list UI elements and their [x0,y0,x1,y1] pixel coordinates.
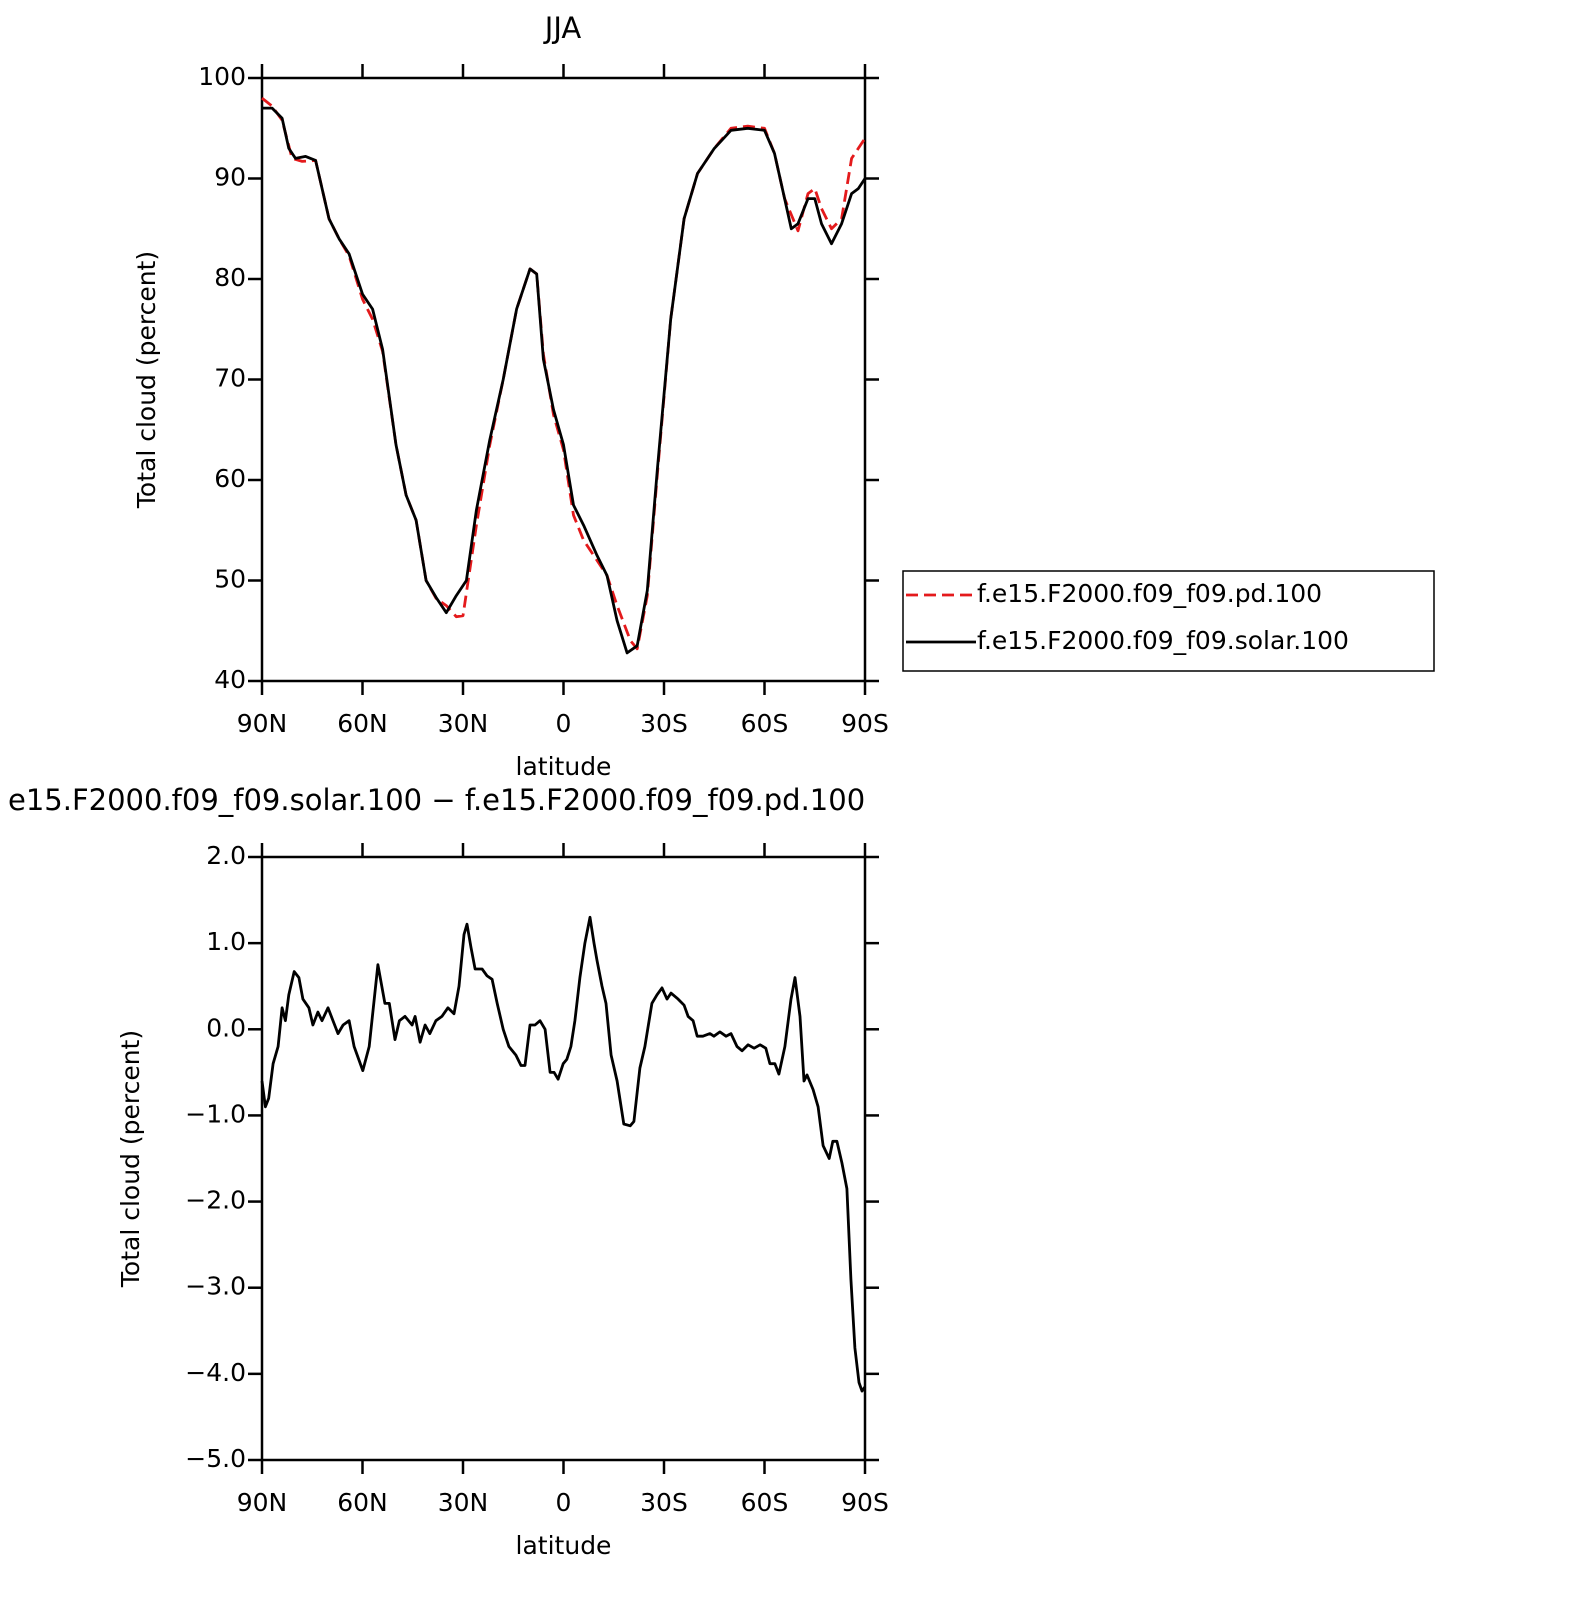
plot-frame [260,855,867,1462]
x-tick-label: 30S [640,709,688,738]
x-tick-label: 90N [237,1488,288,1517]
x-tick-label: 60N [337,709,388,738]
y-tick-label: 100 [198,62,246,91]
y-tick-label: 70 [214,364,246,393]
x-axis-label: latitude [516,1531,612,1560]
plot-frame [260,76,867,683]
y-axis-label: Total cloud (percent) [116,1030,145,1288]
x-tick-label: 0 [556,1488,572,1517]
y-tick-label: −2.0 [185,1186,246,1215]
y-tick-label: −5.0 [185,1444,246,1473]
x-tick-label: 30N [438,709,489,738]
chart-title: e15.F2000.f09_f09.solar.100 − f.e15.F200… [8,783,865,817]
y-tick-label: 50 [214,565,246,594]
y-tick-label: 80 [214,263,246,292]
y-tick-label: 2.0 [206,841,246,870]
y-tick-label: −4.0 [185,1358,246,1387]
y-tick-label: −1.0 [185,1099,246,1128]
x-axis-label: latitude [516,752,612,781]
x-tick-label: 90S [841,1488,889,1517]
x-tick-label: 60S [741,709,789,738]
y-tick-label: 90 [214,163,246,192]
legend-box [902,570,1435,672]
x-tick-label: 90N [237,709,288,738]
legend-label: f.e15.F2000.f09_f09.solar.100 [977,626,1349,655]
x-tick-label: 60S [741,1488,789,1517]
y-tick-label: 0.0 [206,1013,246,1042]
x-tick-label: 90S [841,709,889,738]
x-tick-label: 30S [640,1488,688,1517]
y-tick-label: 40 [214,665,246,694]
y-tick-label: −3.0 [185,1272,246,1301]
legend-label: f.e15.F2000.f09_f09.pd.100 [977,579,1322,608]
data-line [262,106,867,655]
x-tick-label: 30N [438,1488,489,1517]
x-tick-label: 60N [337,1488,388,1517]
chart-title: JJA [543,11,582,45]
y-tick-label: 1.0 [206,927,246,956]
y-axis-label: Total cloud (percent) [132,251,161,509]
data-line [261,97,867,651]
x-tick-label: 0 [556,709,572,738]
data-line [260,915,867,1393]
y-tick-label: 60 [214,464,246,493]
